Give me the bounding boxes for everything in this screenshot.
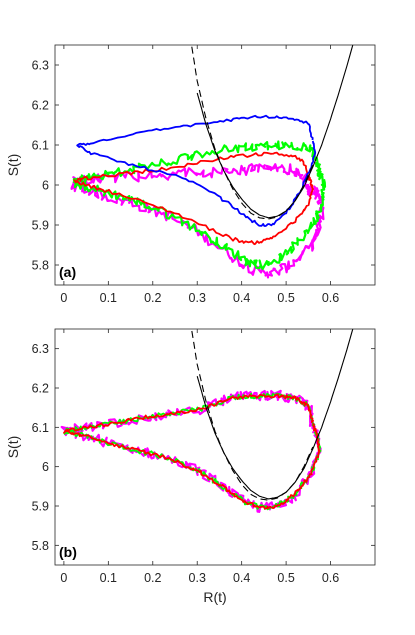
x-tick-label: 0.3 [189,291,206,305]
x-tick-label: 0.3 [189,571,206,585]
y-tick-label: 5.8 [32,259,49,273]
y-tick-label: 5.9 [32,219,49,233]
y-tick-label: 6 [42,460,49,474]
y-tick-label: 6 [42,179,49,193]
x-tick-label: 0.2 [144,291,161,305]
dashed-curve [190,329,314,501]
x-tick-label: 0.5 [277,571,294,585]
solid-curve [196,45,354,219]
series-line-0 [70,163,325,279]
axes-box [54,328,376,566]
y-tick-label: 5.9 [32,500,49,514]
x-tick-label: 0.4 [233,571,250,585]
x-tick-label: 0 [60,571,67,585]
y-tick-label: 6.3 [32,59,49,73]
y-tick-label: 6.1 [32,139,49,153]
series-line-3 [76,114,317,227]
axes-box [54,44,376,286]
x-tick-label: 0.2 [144,571,161,585]
x-tick-label: 0.5 [277,291,294,305]
panel-b: 0 0.1 0.2 0.3 0.4 0.5 0.6 5.8 5.9 6 6.1 6.2 6.3 S(t) R… [5,328,376,605]
series-line-2 [63,393,321,510]
y-axis-label: S(t) [5,154,21,177]
y-tick-label: 6.3 [32,342,49,356]
y-tick-label: 6.1 [32,421,49,435]
x-tick-label: 0.6 [322,291,339,305]
x-tick-label: 0.6 [322,571,339,585]
x-axis-label: R(t) [203,589,226,605]
panel-label: (b) [59,544,77,560]
solid-curve [196,329,354,500]
y-axis-label: S(t) [5,436,21,459]
y-tick-label: 5.8 [32,539,49,553]
x-tick-label: 0.4 [233,291,250,305]
panel-a: 0 0.1 0.2 0.3 0.4 0.5 0.6 5.8 5.9 6 6.1 6.2 6.3 S(t) (… [5,44,376,305]
y-tick-label: 6.2 [32,99,49,113]
panel-label: (a) [59,264,76,280]
x-tick-label: 0 [60,291,67,305]
series-line-2 [73,151,314,246]
series-group [60,329,354,513]
x-tick-label: 0.1 [100,291,117,305]
y-tick-label: 6.2 [32,382,49,396]
series-group [70,45,354,279]
x-tick-label: 0.1 [100,571,117,585]
